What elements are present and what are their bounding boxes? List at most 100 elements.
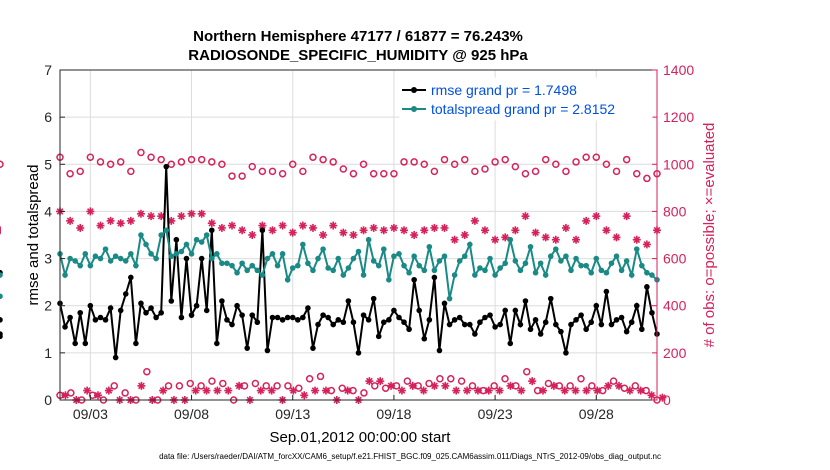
possible-marker <box>501 155 509 164</box>
data-point <box>386 317 392 323</box>
data-point <box>436 347 443 354</box>
data-point <box>122 291 129 297</box>
data-point <box>305 305 311 311</box>
evaluated-low-marker <box>213 386 222 395</box>
data-point <box>431 274 438 281</box>
evaluated-marker <box>136 209 145 218</box>
data-point <box>608 321 615 328</box>
possible-marker <box>76 167 84 176</box>
data-point <box>239 260 245 267</box>
data-point <box>224 260 230 267</box>
data-point <box>583 326 589 333</box>
data-point <box>97 314 104 321</box>
data-point <box>375 262 382 269</box>
data-point <box>436 258 443 264</box>
data-point <box>461 253 468 260</box>
possible-low-marker <box>447 375 455 383</box>
possible-marker <box>349 169 358 178</box>
evaluated-low-marker <box>539 386 548 395</box>
possible-low-marker <box>403 377 412 385</box>
possible-marker <box>66 169 74 178</box>
possible-marker <box>440 155 449 164</box>
data-point <box>608 260 615 267</box>
data-point <box>279 251 286 257</box>
data-point <box>62 272 68 278</box>
possible-marker <box>187 155 196 164</box>
evaluated-low-marker <box>137 381 146 390</box>
data-point <box>558 328 564 335</box>
data-point <box>87 262 94 269</box>
possible-low-marker <box>208 377 216 385</box>
possible-low-marker <box>121 389 129 397</box>
data-point <box>234 302 240 309</box>
evaluated-marker <box>187 209 196 218</box>
evaluated-low-marker <box>61 391 70 400</box>
data-point <box>158 309 164 316</box>
data-point <box>138 232 144 238</box>
data-point <box>320 246 326 252</box>
evaluated-marker <box>238 226 247 235</box>
evaluated-marker <box>217 223 226 232</box>
data-point <box>92 317 99 323</box>
data-point <box>628 319 635 326</box>
data-point <box>446 295 453 302</box>
evaluated-low-marker <box>397 386 406 395</box>
evaluated-low-marker <box>647 391 656 400</box>
possible-marker <box>137 148 145 157</box>
data-point <box>391 307 397 314</box>
evaluated-low-marker <box>528 377 537 386</box>
evaluated-marker <box>197 209 206 218</box>
y2-tick-label: 1200 <box>663 109 694 125</box>
data-point <box>239 312 245 318</box>
evaluated-marker <box>339 228 348 237</box>
data-point <box>441 300 448 307</box>
data-point <box>568 321 574 328</box>
y2-axis-label: # of obs: o=possible; ×=evaluated <box>701 123 718 348</box>
possible-low-marker <box>175 382 184 390</box>
evaluated-marker <box>612 233 621 242</box>
data-point <box>193 302 200 309</box>
y-tick-label: 5 <box>44 156 52 172</box>
possible-marker <box>359 160 368 169</box>
evaluated-low-marker <box>636 386 645 395</box>
possible-low-marker <box>588 382 596 390</box>
data-point <box>593 302 600 309</box>
data-point <box>128 251 134 257</box>
possible-marker <box>157 155 165 164</box>
data-point <box>451 317 458 323</box>
x-tick-label: 09/03 <box>73 406 108 422</box>
data-point <box>578 312 584 318</box>
x-tick-label: 09/23 <box>478 406 513 422</box>
data-point <box>527 326 534 333</box>
evaluated-low-marker <box>104 386 113 395</box>
possible-low-marker <box>305 375 314 383</box>
possible-marker <box>0 160 4 169</box>
data-point <box>330 321 337 328</box>
data-point <box>117 255 124 262</box>
possible-marker <box>552 160 560 169</box>
data-point <box>446 321 453 328</box>
evaluated-marker <box>319 231 328 239</box>
possible-marker <box>238 172 246 180</box>
data-point <box>289 265 296 271</box>
data-point <box>274 262 281 269</box>
data-point <box>330 267 337 274</box>
evaluated-marker <box>359 226 368 235</box>
data-point <box>618 267 625 274</box>
evaluated-low-marker <box>224 386 233 395</box>
legend-marker-rmse <box>411 87 417 93</box>
data-point <box>553 321 559 328</box>
data-point <box>522 298 529 304</box>
data-point <box>229 321 235 328</box>
evaluated-low-marker <box>615 381 624 390</box>
data-point <box>532 269 539 276</box>
data-point <box>633 302 640 309</box>
evaluated-marker <box>622 212 631 221</box>
y2-tick-label: 1400 <box>663 62 694 78</box>
possible-marker <box>147 153 155 161</box>
data-point <box>82 251 89 257</box>
data-point <box>264 347 271 354</box>
evaluated-low-marker <box>235 381 244 390</box>
data-point <box>112 354 119 361</box>
data-point <box>214 340 220 347</box>
